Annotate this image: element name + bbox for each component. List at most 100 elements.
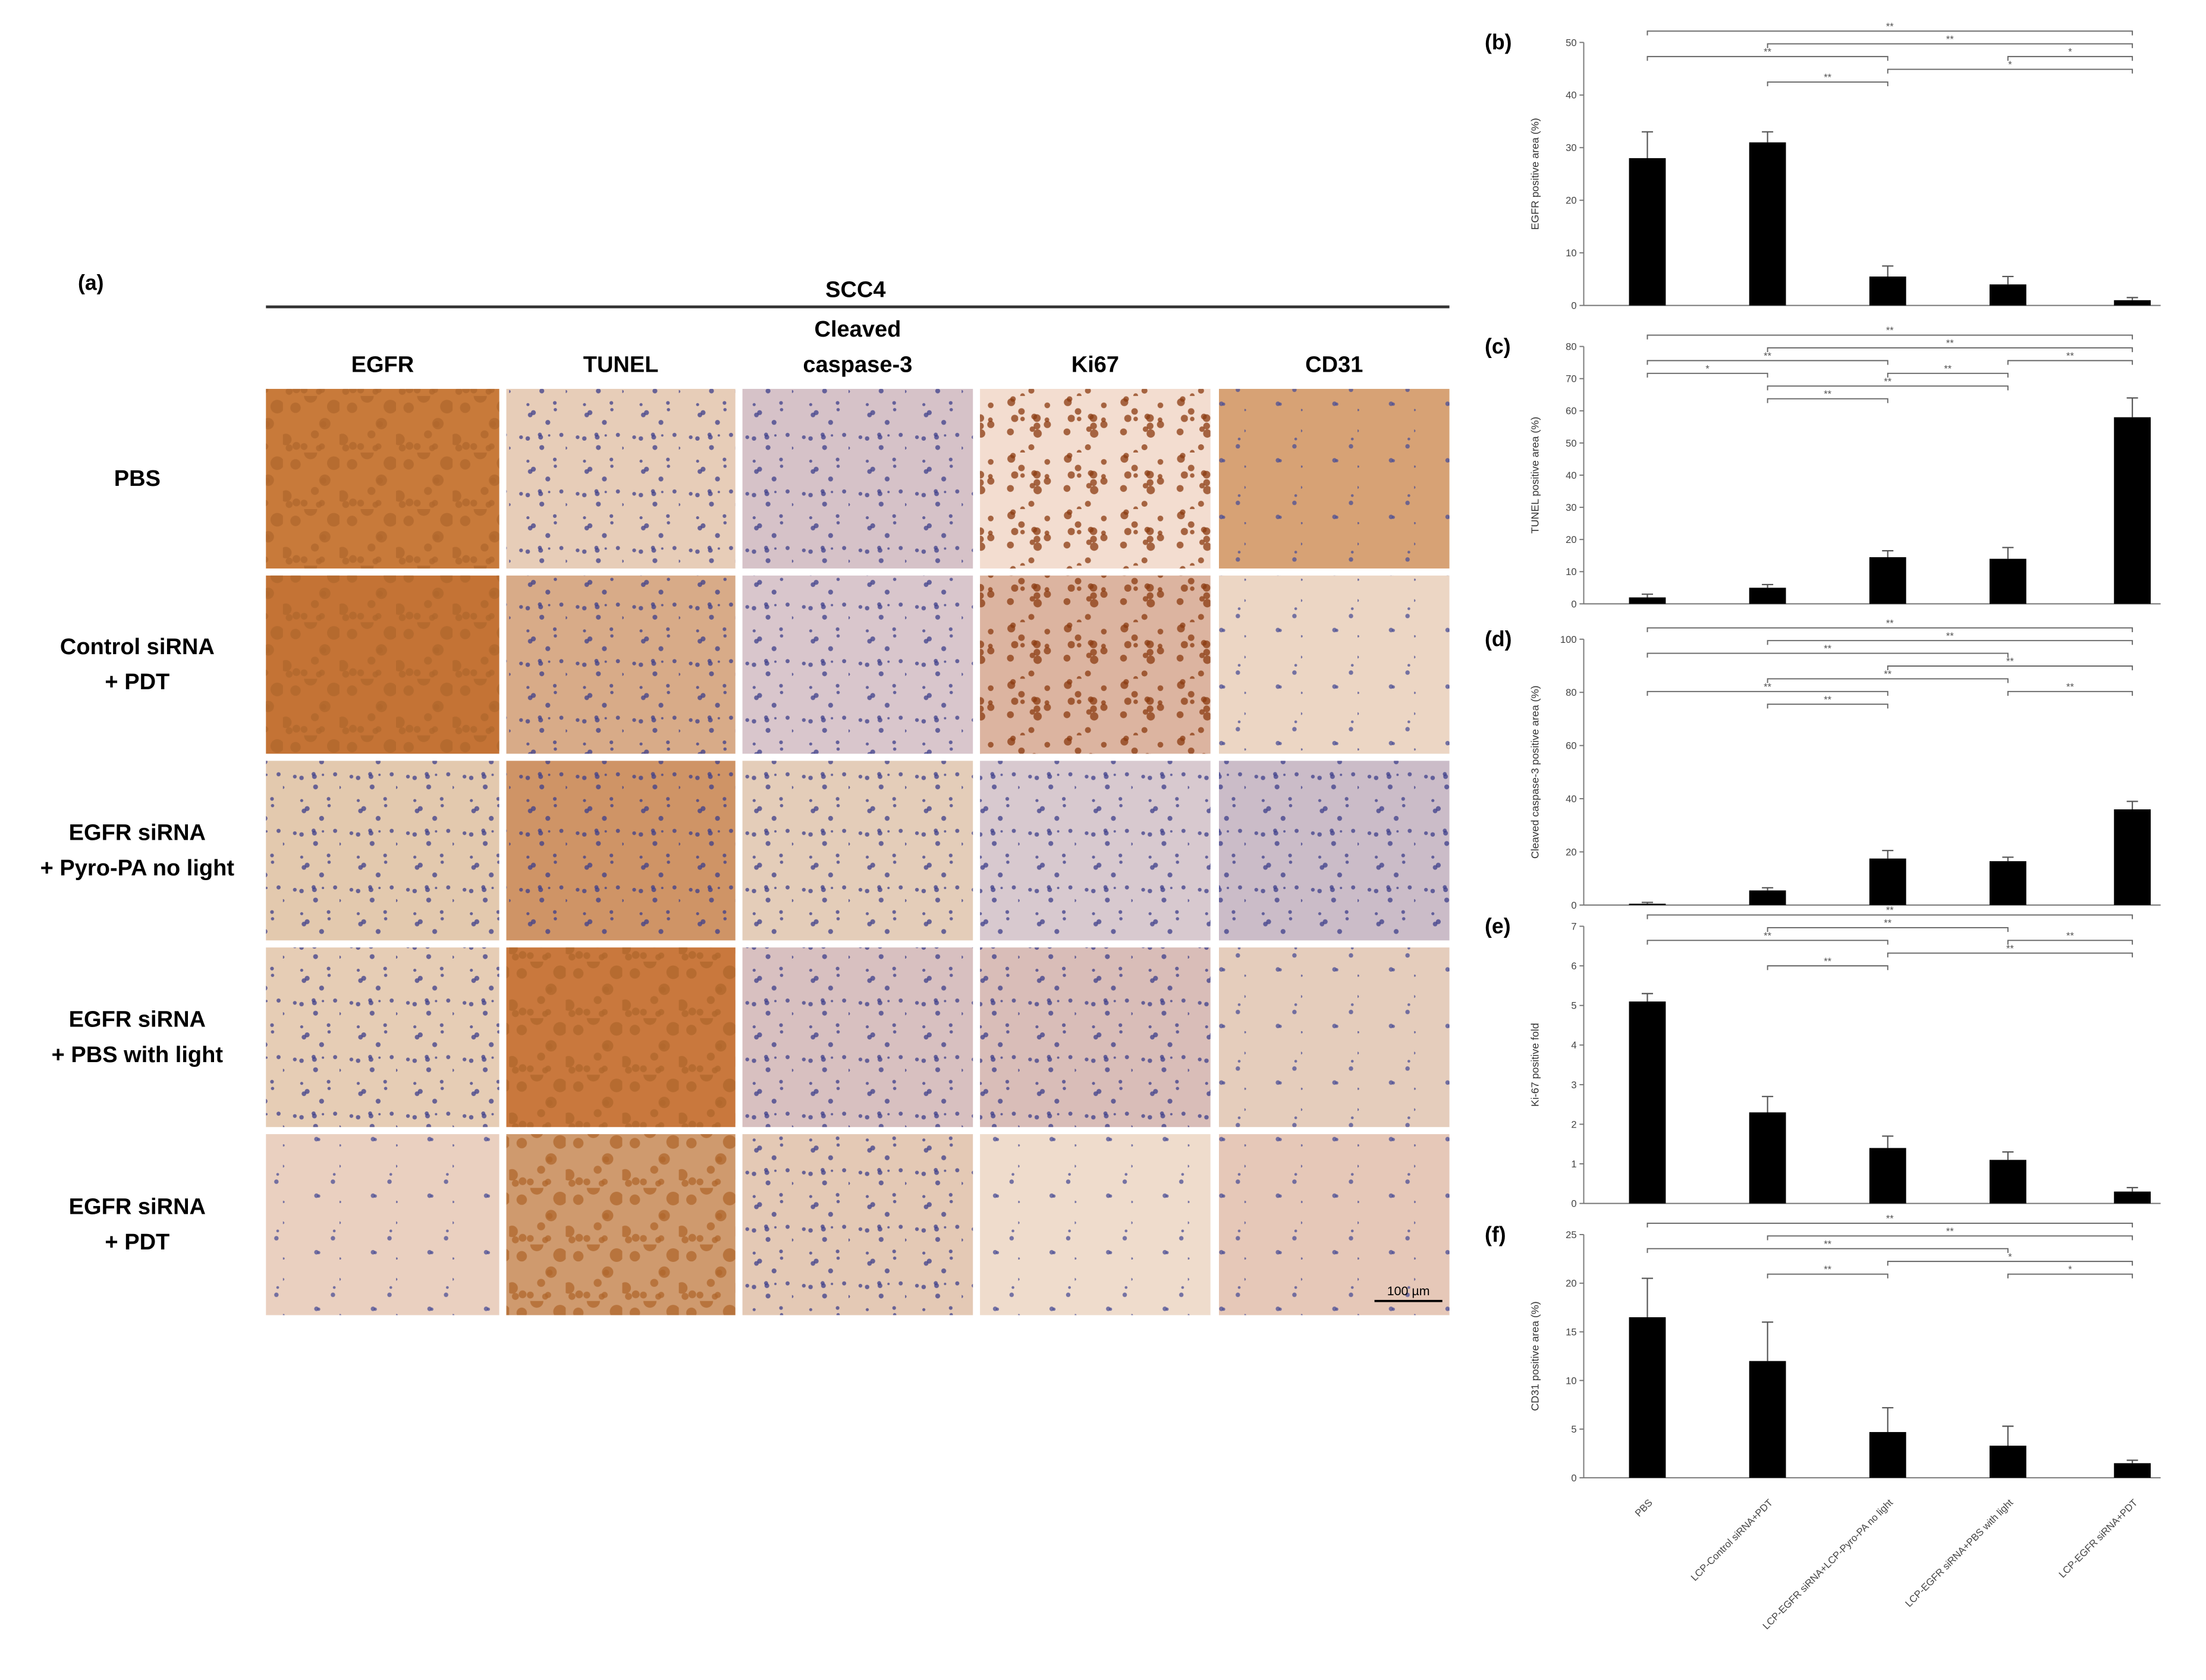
significance-label: ** xyxy=(1884,668,1891,680)
column-header: Ki67 xyxy=(1071,352,1119,377)
error-bar xyxy=(1882,265,1894,277)
y-tick-label: 80 xyxy=(1566,341,1577,353)
bar xyxy=(1989,558,2026,604)
significance-label: ** xyxy=(1886,905,1894,916)
significance-label: ** xyxy=(1946,630,1954,642)
error-bar xyxy=(2002,856,2014,862)
significance-bracket xyxy=(1767,43,2133,48)
bar xyxy=(1749,588,1786,604)
significance-label: ** xyxy=(1886,21,1894,32)
significance-label: ** xyxy=(2066,681,2074,692)
error-bar xyxy=(2002,1151,2014,1160)
significance-bracket xyxy=(1767,1273,1888,1279)
significance-bracket xyxy=(1646,690,1888,696)
row-label: PBS xyxy=(114,466,161,491)
y-tick-label: 40 xyxy=(1566,470,1577,481)
significance-label: ** xyxy=(1944,363,1952,374)
column-header: caspase-3 xyxy=(803,352,912,377)
significance-label: * xyxy=(2008,59,2012,70)
significance-bracket xyxy=(1767,678,2009,683)
error-bar xyxy=(1762,583,1774,588)
x-tick-label: LCP-Control siRNA+PDT xyxy=(1689,1497,1775,1583)
row-label: EGFR siRNA xyxy=(69,1194,206,1219)
significance-bracket xyxy=(2007,690,2133,696)
significance-label: ** xyxy=(2066,350,2074,362)
error-bar xyxy=(1641,902,1654,904)
significance-label: ** xyxy=(1764,930,1771,941)
significance-label: ** xyxy=(1884,376,1891,387)
significance-label: ** xyxy=(1946,33,1954,45)
significance-bracket xyxy=(1887,1261,2133,1266)
significance-bracket xyxy=(2007,1273,2133,1279)
micrograph-texture xyxy=(980,947,1211,1128)
significance-bracket xyxy=(2007,56,2133,61)
micrograph-texture xyxy=(1218,947,1450,1128)
y-axis-label: TUNEL positive area (%) xyxy=(1529,417,1541,534)
significance-bracket xyxy=(1646,56,1888,61)
y-tick-label: 2 xyxy=(1571,1119,1576,1130)
row-label: + Pyro-PA no light xyxy=(40,856,235,881)
bar xyxy=(2114,417,2151,604)
micrograph-texture xyxy=(266,947,499,1128)
y-tick-label: 20 xyxy=(1566,846,1577,858)
column-header: TUNEL xyxy=(583,352,659,377)
bar xyxy=(1749,890,1786,905)
bar xyxy=(1629,903,1666,905)
x-tick-label: LCP-EGFR siRNA+LCP-Pyro-PA no light xyxy=(1761,1497,1896,1632)
micrograph-texture xyxy=(742,761,973,941)
y-tick-label: 6 xyxy=(1571,960,1576,972)
column-header: EGFR xyxy=(351,352,414,377)
row-label: + PBS with light xyxy=(52,1042,224,1067)
y-tick-label: 50 xyxy=(1566,37,1577,48)
y-tick-label: 7 xyxy=(1571,921,1576,932)
bar xyxy=(1629,1317,1666,1478)
error-bar xyxy=(1882,1135,1894,1148)
significance-bracket xyxy=(1887,952,2133,957)
significance-bracket xyxy=(1646,360,1888,365)
bar xyxy=(1869,557,1906,604)
significance-label: ** xyxy=(2006,656,2014,667)
y-tick-label: 4 xyxy=(1571,1040,1576,1051)
significance-label: ** xyxy=(1946,1226,1954,1237)
significance-bracket xyxy=(1767,347,2133,353)
y-tick-label: 5 xyxy=(1571,1424,1576,1435)
bar xyxy=(1629,597,1666,604)
panel-label: (c) xyxy=(1485,334,1511,358)
column-header: Cleaved xyxy=(814,317,901,342)
y-tick-label: 10 xyxy=(1566,247,1577,259)
significance-bracket xyxy=(1646,1222,2133,1228)
bar xyxy=(2114,1191,2151,1204)
significance-label: ** xyxy=(1824,72,1831,83)
error-bar xyxy=(2002,275,2014,285)
y-tick-label: 60 xyxy=(1566,406,1577,417)
bar xyxy=(1989,1445,2026,1478)
significance-bracket xyxy=(1646,334,2133,340)
significance-bracket xyxy=(2007,360,2133,365)
significance-bracket xyxy=(1767,704,1888,709)
significance-label: ** xyxy=(1824,694,1831,705)
significance-bracket xyxy=(1767,965,1888,971)
significance-bracket xyxy=(1767,1235,2133,1241)
significance-label: ** xyxy=(2006,943,2014,954)
significance-bracket xyxy=(1646,652,2009,658)
panel-label: (f) xyxy=(1485,1223,1506,1246)
significance-bracket xyxy=(1646,30,2133,36)
significance-label: ** xyxy=(1764,681,1771,692)
micrograph-texture xyxy=(266,1134,499,1315)
significance-label: ** xyxy=(1824,643,1831,654)
y-tick-label: 50 xyxy=(1566,438,1577,449)
row-label: + PDT xyxy=(105,670,169,695)
micrograph-texture xyxy=(742,1134,973,1315)
error-bar xyxy=(2126,1186,2138,1192)
significance-bracket xyxy=(1887,372,2009,378)
y-tick-label: 0 xyxy=(1571,900,1576,911)
panel-label: (b) xyxy=(1485,30,1512,54)
significance-label: ** xyxy=(2066,930,2074,941)
micrograph-texture xyxy=(980,761,1211,941)
y-tick-label: 0 xyxy=(1571,598,1576,610)
bar xyxy=(1869,1432,1906,1478)
significance-bracket xyxy=(1646,1248,2009,1253)
micrograph-texture xyxy=(1218,388,1450,569)
micrograph-texture xyxy=(506,1134,736,1315)
error-bar xyxy=(1641,1277,1654,1318)
